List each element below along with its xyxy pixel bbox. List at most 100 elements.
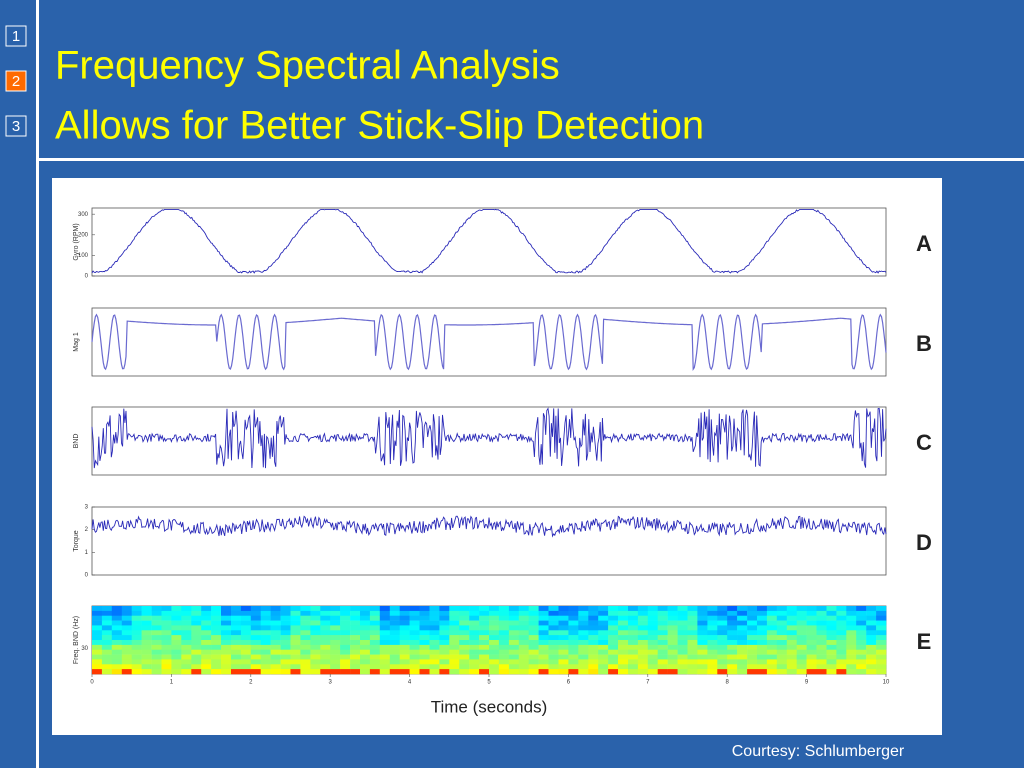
spectrogram-cell <box>250 649 262 655</box>
spectrogram-cell <box>618 669 629 675</box>
spectrogram-cell <box>618 644 629 651</box>
spectrogram-cell <box>101 640 113 646</box>
spectrogram-cell <box>856 635 867 641</box>
spectrogram-cell <box>399 649 410 655</box>
spectrogram-cell <box>350 615 361 621</box>
spectrogram-cell <box>737 659 748 665</box>
spectrogram-cell <box>657 664 668 670</box>
spectrogram-cell <box>330 620 341 626</box>
spectrogram-cell <box>280 635 291 641</box>
nav-box <box>5 25 27 47</box>
spectrogram-cell <box>121 606 133 612</box>
spectrogram-cell <box>737 610 748 617</box>
spectrogram-cell <box>568 615 579 621</box>
spectrogram-cell <box>369 654 381 660</box>
spectrogram-cell <box>598 610 609 617</box>
spectrogram-cell <box>439 635 450 641</box>
spectrogram-cell <box>340 615 351 621</box>
x-tick-label: 4 <box>408 680 412 686</box>
spectrogram-cell <box>369 620 381 626</box>
spectrogram-cell <box>548 654 559 660</box>
spectrogram-cell <box>310 620 321 626</box>
spectrogram-cell <box>866 615 877 621</box>
spectrogram-cell <box>608 669 619 675</box>
spectrogram-cell <box>221 635 232 641</box>
spectrogram-cell <box>310 610 321 617</box>
spectrogram-cell <box>191 606 202 612</box>
spectrogram-cell <box>766 669 778 675</box>
nav-box <box>5 115 27 137</box>
spectrogram-cell <box>260 664 271 670</box>
spectrogram-cell <box>290 606 301 612</box>
spectrogram-cell <box>409 625 420 631</box>
spectrogram-cell <box>161 606 172 612</box>
spectrogram-cell <box>826 669 837 675</box>
spectrogram-cell <box>459 615 470 621</box>
spectrogram-cell <box>379 649 391 655</box>
spectrogram-cell <box>538 635 549 641</box>
spectrogram-cell <box>459 654 470 660</box>
spectrogram-cell <box>111 610 123 617</box>
plot-frame <box>91 207 887 277</box>
spectrogram-cell <box>489 625 500 631</box>
spectrogram-cell <box>330 635 341 641</box>
spectrogram-cell <box>568 640 579 646</box>
spectrogram-cell <box>697 635 708 641</box>
spectrogram-cell <box>667 625 678 631</box>
spectrogram-cell <box>270 659 281 665</box>
spectrogram-cell <box>747 610 758 617</box>
spectrogram-cell <box>191 610 202 617</box>
spectrogram-cell <box>568 669 579 675</box>
spectrogram-cell <box>876 654 887 660</box>
spectrogram-cell <box>211 669 222 675</box>
spectrogram-cell <box>697 649 708 655</box>
spectrogram-cell <box>776 659 788 665</box>
spectrogram-cell <box>379 625 391 631</box>
spectrogram-cell <box>717 664 728 670</box>
spectrogram-cell <box>171 635 182 641</box>
spectrogram-cell <box>250 625 262 631</box>
spectrogram-cell <box>369 610 381 617</box>
spectrogram-cell <box>786 644 798 651</box>
spectrogram-cell <box>449 659 460 665</box>
spectrogram-cell <box>687 669 698 675</box>
spectrogram-cell <box>786 615 798 621</box>
spectrogram-cell <box>270 669 281 675</box>
spectrogram-cell <box>360 644 371 651</box>
spectrogram-cell <box>240 615 252 621</box>
spectrogram-cell <box>568 620 579 626</box>
spectrogram-cell <box>757 659 768 665</box>
spectrogram-cell <box>508 630 520 636</box>
x-tick-label: 10 <box>883 680 890 686</box>
spectrogram-cell <box>538 640 549 646</box>
spectrogram-cell <box>290 625 301 631</box>
spectrogram-cell <box>806 654 817 660</box>
spectrogram-cell <box>647 615 659 621</box>
y-tick-label: 2 <box>85 527 89 533</box>
spectrogram-cell <box>111 654 123 660</box>
spectrogram-cell <box>588 640 599 646</box>
spectrogram-cell <box>608 606 619 612</box>
spectrogram-cell <box>856 659 867 665</box>
spectrogram-cell <box>588 635 599 641</box>
spectrogram-cell <box>677 615 688 621</box>
spectrogram-cell <box>101 659 113 665</box>
spectrogram-cell <box>121 615 133 621</box>
spectrogram-cell <box>211 640 222 646</box>
spectrogram-cell <box>757 669 768 675</box>
spectrogram-cell <box>320 669 331 675</box>
spectrogram-cell <box>340 630 351 636</box>
spectrogram-cell <box>469 606 480 612</box>
spectrogram-cell <box>92 610 103 617</box>
spectrogram-cell <box>111 615 123 621</box>
spectrogram-cell <box>707 659 718 665</box>
spectrogram-cell <box>806 640 817 646</box>
spectrogram-cell <box>280 649 291 655</box>
spectrogram-cell <box>647 654 659 660</box>
spectrogram-cell <box>459 620 470 626</box>
spectrogram-cell <box>240 664 252 670</box>
spectrogram-cell <box>558 635 569 641</box>
spectrogram-cell <box>876 615 887 621</box>
spectrogram-cell <box>111 640 123 646</box>
spectrogram-cell <box>231 659 242 665</box>
